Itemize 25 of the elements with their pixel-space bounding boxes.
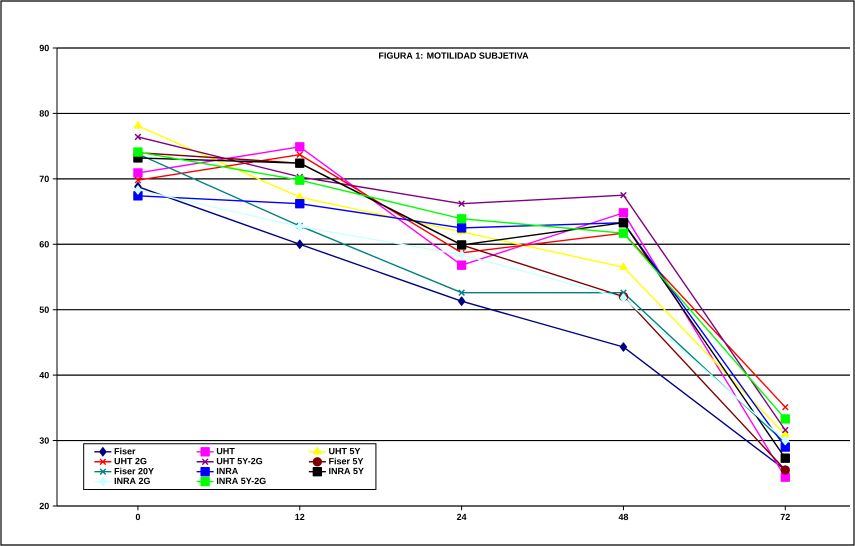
y-tick-label: 30: [39, 437, 49, 444]
legend-label: Fiser 5Y: [329, 458, 364, 464]
y-tick-label: 60: [40, 241, 49, 248]
legend-label: INRA 2G: [114, 478, 150, 484]
legend-label: INRA 5Y-2G: [216, 478, 266, 484]
legend-label: INRA: [216, 468, 238, 474]
y-tick-label: 70: [40, 176, 49, 182]
legend-label: UHT 2G: [114, 458, 146, 464]
legend-label: UHT 5Y-2G: [216, 458, 262, 464]
y-tick-label: 90: [40, 44, 49, 52]
x-tick-label: 0: [136, 514, 140, 520]
y-tick-label: 80: [40, 110, 49, 117]
legend-label: UHT 5Y: [329, 448, 360, 454]
y-tick-label: 20: [40, 502, 49, 510]
y-tick-label: 50: [40, 306, 49, 313]
legend-label: Fiser: [114, 448, 136, 454]
legend-label: INRA 5Y: [329, 468, 364, 474]
x-tick-label: 12: [295, 514, 304, 520]
x-tick-label: 24: [456, 514, 467, 520]
legend-label: UHT: [216, 448, 235, 454]
x-tick-label: 72: [780, 514, 790, 520]
x-tick-label: 48: [618, 514, 628, 520]
legend-label: Fiser 20Y: [114, 468, 154, 474]
chart-title: FIGURA 1: MOTILIDAD SUBJETIVA: [379, 52, 528, 59]
y-tick-label: 40: [39, 372, 49, 378]
